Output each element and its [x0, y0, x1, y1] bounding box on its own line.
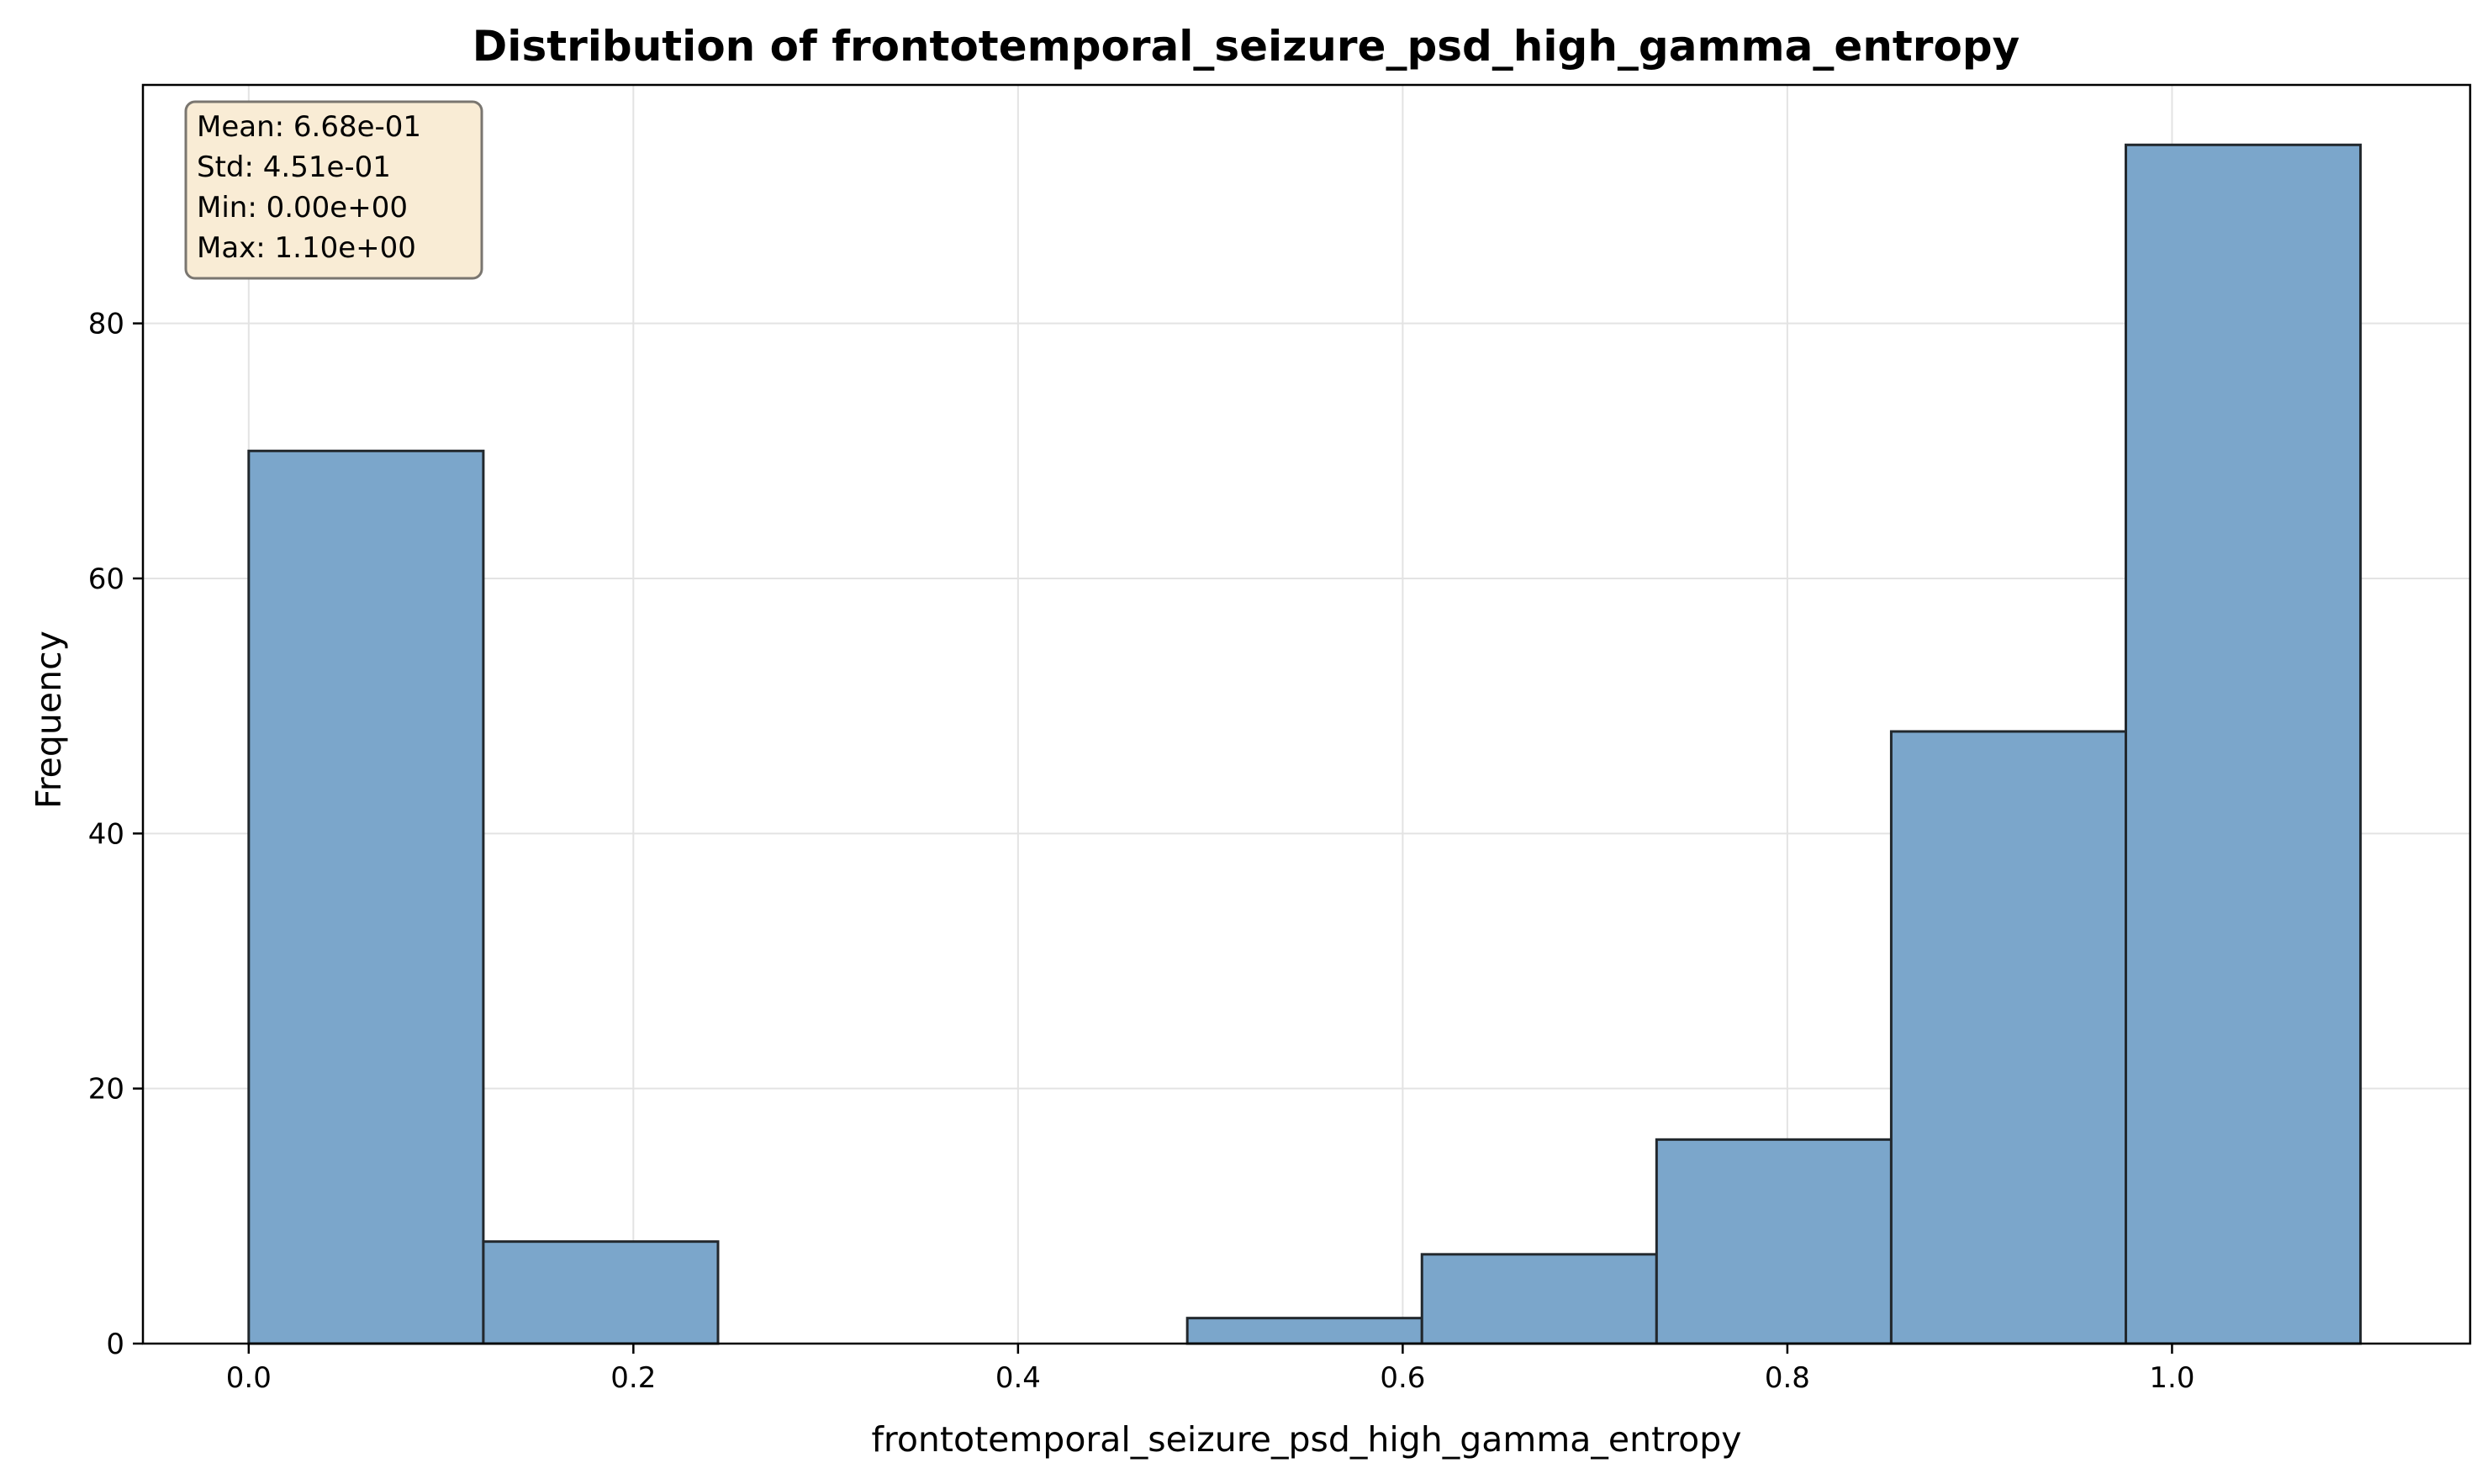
x-axis-ticks: 0.0 0.2 0.4 0.6 0.8 1.0 — [226, 1344, 2194, 1395]
histogram-bar-8 — [2125, 143, 2363, 1345]
y-tick-label-2: 40 — [88, 817, 124, 851]
histogram-bar-4 — [1185, 1317, 1423, 1345]
x-tick-label-2: 0.4 — [995, 1361, 1041, 1395]
y-axis-label: Frequency — [29, 631, 69, 809]
x-tick-label-4: 0.8 — [1765, 1361, 1810, 1395]
histogram-bar-5 — [1420, 1253, 1658, 1345]
y-axis-ticks: 0 20 40 60 80 — [88, 308, 143, 1361]
y-tick-label-0: 0 — [106, 1328, 124, 1361]
histogram-bar-1 — [482, 1240, 720, 1345]
x-tick-label-3: 0.6 — [1380, 1361, 1425, 1395]
x-tick-label-5: 1.0 — [2149, 1361, 2194, 1395]
histogram-bar-0 — [247, 449, 485, 1345]
stats-box-background — [184, 100, 483, 280]
plot-frame — [141, 83, 2472, 1345]
x-axis-label: frontotemporal_seizure_psd_high_gamma_en… — [871, 1419, 1741, 1460]
y-tick-label-3: 60 — [88, 562, 124, 596]
stats-mean: Mean: 6.68e-01 — [197, 110, 421, 144]
x-tick-label-1: 0.2 — [610, 1361, 656, 1395]
chart-title: Distribution of frontotemporal_seizure_p… — [473, 22, 2019, 71]
stats-max: Max: 1.10e+00 — [197, 231, 416, 265]
histogram-bars — [247, 143, 2363, 1345]
histogram-bar-6 — [1655, 1138, 1893, 1345]
y-tick-label-4: 80 — [88, 308, 124, 341]
stats-min: Min: 0.00e+00 — [197, 191, 408, 224]
y-tick-label-1: 20 — [88, 1073, 124, 1106]
x-tick-label-0: 0.0 — [226, 1361, 272, 1395]
stats-box: Mean: 6.68e-01 Std: 4.51e-01 Min: 0.00e+… — [184, 100, 483, 280]
stats-std: Std: 4.51e-01 — [197, 151, 391, 184]
histogram-bar-7 — [1889, 730, 2128, 1345]
